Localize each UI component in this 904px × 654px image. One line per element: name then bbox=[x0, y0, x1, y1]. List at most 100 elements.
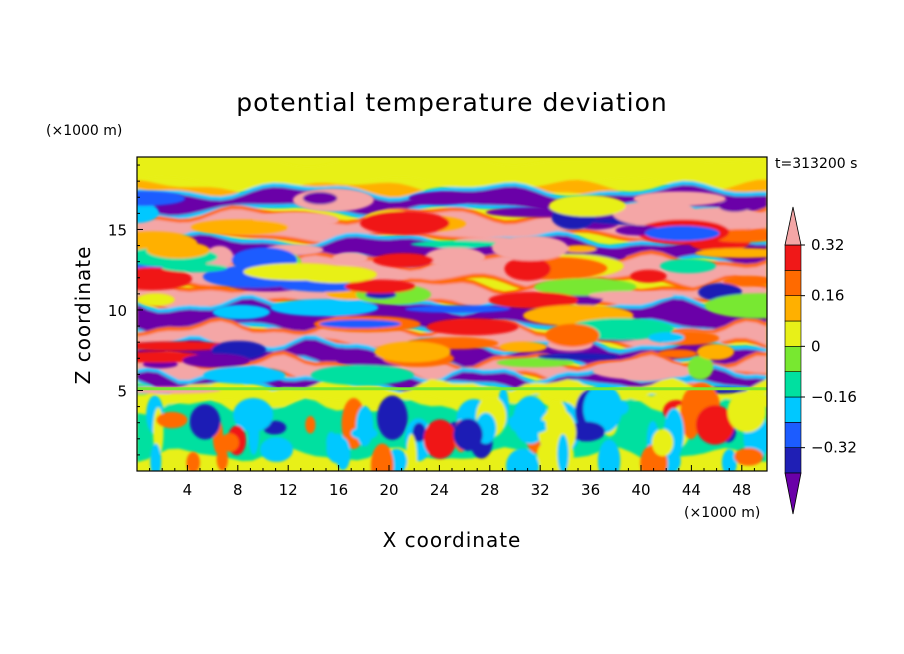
x-axis-unit: (×1000 m) bbox=[684, 505, 760, 521]
field-blob bbox=[488, 291, 579, 309]
field-cell bbox=[721, 449, 737, 471]
field-blob bbox=[660, 258, 716, 274]
field-cell bbox=[453, 418, 483, 451]
y-axis-label: Z coordinate bbox=[71, 246, 95, 385]
field-blob bbox=[425, 247, 486, 268]
x-axis: 4 8 12 16 20 24 28 32 36 40 44 48 bbox=[149, 465, 755, 499]
x-tick-label: 24 bbox=[430, 481, 449, 499]
field-cell bbox=[370, 443, 394, 471]
colorbar: 0.32 0.16 0 −0.16 −0.32 bbox=[784, 206, 857, 515]
x-tick-label: 40 bbox=[631, 481, 650, 499]
field-blob bbox=[562, 245, 597, 253]
field-cell bbox=[260, 437, 294, 462]
colorbar-bin bbox=[784, 447, 802, 474]
field-cell bbox=[350, 426, 378, 440]
band-10 bbox=[137, 354, 767, 384]
field-cell bbox=[150, 443, 162, 471]
field-blob bbox=[609, 359, 679, 382]
field-cell bbox=[695, 405, 735, 445]
x-tick-label: 8 bbox=[233, 481, 243, 499]
field-cell bbox=[734, 447, 764, 466]
field-blob bbox=[491, 235, 569, 261]
field-cell bbox=[248, 412, 260, 456]
colorbar-label: 0.32 bbox=[811, 236, 844, 254]
x-tick-label: 28 bbox=[480, 481, 499, 499]
colorbar-bin bbox=[784, 295, 802, 322]
colorbar-bin bbox=[784, 396, 802, 423]
x-axis-label: X coordinate bbox=[383, 528, 522, 552]
field-cell bbox=[651, 428, 674, 457]
field-blob bbox=[704, 293, 767, 319]
field-blob bbox=[374, 341, 451, 363]
field-cell bbox=[505, 448, 539, 471]
field-blob bbox=[537, 353, 619, 361]
y-tick-label: 15 bbox=[108, 221, 127, 239]
field-blob bbox=[648, 332, 685, 343]
field-cell bbox=[557, 434, 569, 471]
field-blob bbox=[723, 275, 767, 287]
field-blob bbox=[408, 192, 471, 205]
field-cell bbox=[545, 399, 568, 443]
field-blob bbox=[137, 202, 159, 223]
field-cell bbox=[220, 433, 240, 452]
field-blob bbox=[302, 192, 338, 205]
colorbar-label: −0.16 bbox=[811, 388, 857, 406]
field-blob bbox=[373, 253, 434, 268]
field-blob bbox=[658, 349, 698, 359]
field-blob bbox=[718, 200, 751, 212]
field-cell bbox=[727, 391, 767, 433]
x-tick-label: 44 bbox=[682, 481, 701, 499]
field-cell bbox=[326, 431, 337, 453]
field-blob bbox=[695, 248, 767, 258]
field-blob bbox=[534, 278, 637, 296]
colorbar-label: 0 bbox=[811, 337, 821, 355]
colorbar-min-arrow bbox=[784, 472, 802, 515]
field-blob bbox=[404, 305, 511, 313]
x-tick-label: 12 bbox=[279, 481, 298, 499]
field-cell bbox=[597, 439, 621, 471]
field-blob bbox=[137, 341, 232, 351]
colorbar-bin bbox=[784, 346, 802, 372]
field-cell bbox=[335, 437, 351, 471]
field-blob bbox=[161, 263, 228, 273]
field-cell bbox=[156, 411, 188, 429]
band-0 bbox=[137, 157, 767, 192]
colorbar-label: −0.32 bbox=[811, 439, 857, 457]
x-tick-label: 4 bbox=[183, 481, 193, 499]
boundary-stripe bbox=[137, 387, 767, 391]
field-cell bbox=[377, 395, 408, 440]
field-blob bbox=[588, 290, 675, 300]
field-blob bbox=[344, 279, 416, 294]
time-label: t=313200 s bbox=[775, 156, 857, 172]
field-cell bbox=[510, 417, 549, 435]
field-blob bbox=[205, 245, 234, 270]
field-cell bbox=[583, 384, 623, 434]
field-cell bbox=[355, 405, 374, 447]
field-blob bbox=[146, 241, 210, 259]
field-cell bbox=[423, 419, 457, 459]
field-blob bbox=[426, 318, 519, 336]
colorbar-bin bbox=[784, 371, 802, 398]
field-blob bbox=[270, 299, 379, 317]
colorbar-label: 0.16 bbox=[811, 287, 844, 305]
field-blob bbox=[630, 269, 667, 283]
colorbar-bin bbox=[784, 422, 802, 448]
x-tick-label: 48 bbox=[732, 481, 751, 499]
chart-title: potential temperature deviation bbox=[236, 88, 667, 117]
field-blob bbox=[548, 195, 626, 217]
field-cell bbox=[216, 447, 229, 471]
field-blob bbox=[310, 365, 414, 386]
y-tick-label: 5 bbox=[117, 382, 127, 400]
x-tick-label: 32 bbox=[531, 481, 550, 499]
field-cell bbox=[305, 416, 316, 434]
field-blob bbox=[504, 256, 551, 281]
colorbar-bin bbox=[784, 270, 802, 296]
field-blob bbox=[319, 319, 401, 329]
field-blob bbox=[644, 225, 720, 242]
field-cell bbox=[567, 421, 606, 442]
field-blob bbox=[137, 191, 186, 206]
field-cell bbox=[189, 404, 221, 440]
field-blob bbox=[191, 219, 289, 235]
x-tick-label: 36 bbox=[581, 481, 600, 499]
